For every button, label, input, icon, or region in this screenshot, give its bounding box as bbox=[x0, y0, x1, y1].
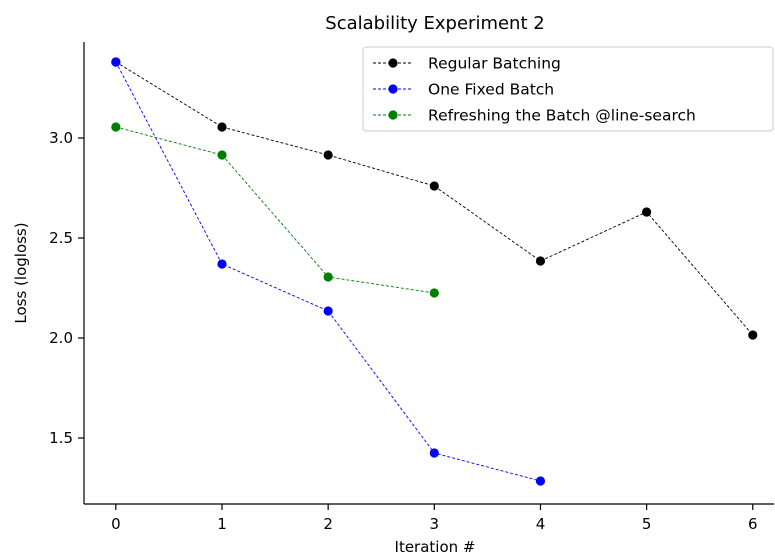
y-tick-label: 2.5 bbox=[49, 229, 73, 247]
legend-entry: Refreshing the Batch @line-search bbox=[373, 107, 696, 125]
x-tick-label: 4 bbox=[536, 515, 546, 533]
x-axis-label: Iteration # bbox=[395, 538, 476, 556]
x-axis-ticks: 0 1 2 3 4 5 6 bbox=[111, 504, 758, 533]
legend-marker bbox=[388, 110, 398, 120]
x-tick-label: 6 bbox=[748, 515, 758, 533]
legend-marker bbox=[388, 58, 398, 68]
legend-entry: One Fixed Batch bbox=[373, 81, 554, 99]
x-tick-label: 0 bbox=[111, 515, 121, 533]
legend-label: Regular Batching bbox=[428, 55, 561, 73]
data-point bbox=[111, 122, 121, 132]
x-tick-label: 3 bbox=[430, 515, 440, 533]
chart-title: Scalability Experiment 2 bbox=[325, 13, 544, 34]
series-0 bbox=[111, 57, 758, 340]
data-point bbox=[323, 306, 333, 316]
data-point bbox=[217, 122, 227, 132]
data-point bbox=[323, 150, 333, 160]
data-point bbox=[429, 448, 439, 458]
data-point bbox=[111, 57, 121, 67]
legend-marker bbox=[388, 84, 398, 94]
data-point bbox=[429, 181, 439, 191]
series-line bbox=[115, 126, 435, 294]
chart-legend: Regular Batching One Fixed Batch Refreshin… bbox=[362, 46, 774, 132]
legend-box bbox=[362, 46, 774, 132]
series-2 bbox=[111, 122, 439, 298]
data-point bbox=[535, 256, 546, 266]
series-layer bbox=[111, 57, 758, 486]
x-tick-label: 5 bbox=[642, 515, 652, 533]
legend-label: One Fixed Batch bbox=[428, 81, 554, 99]
y-tick-label: 3.0 bbox=[49, 129, 73, 147]
legend-label: Refreshing the Batch @line-search bbox=[428, 107, 696, 125]
data-point bbox=[535, 476, 546, 486]
legend-entry: Regular Batching bbox=[373, 55, 561, 73]
data-point bbox=[217, 259, 227, 269]
data-point bbox=[429, 288, 439, 298]
data-point bbox=[323, 272, 333, 282]
axes-layer bbox=[83, 42, 774, 505]
data-point bbox=[642, 207, 652, 217]
series-line bbox=[115, 61, 541, 482]
y-axis-label: Loss (logloss) bbox=[12, 222, 30, 323]
y-axis-ticks: 1.5 2.0 2.5 3.0 bbox=[49, 129, 84, 447]
x-tick-label: 2 bbox=[323, 515, 333, 533]
y-tick-label: 2.0 bbox=[49, 329, 73, 347]
data-point bbox=[217, 150, 227, 160]
data-point bbox=[748, 330, 758, 340]
legend-entries: Regular Batching One Fixed Batch Refreshin… bbox=[373, 55, 696, 125]
x-tick-label: 1 bbox=[217, 515, 227, 533]
series-1 bbox=[111, 57, 546, 486]
y-tick-label: 1.5 bbox=[49, 429, 73, 447]
